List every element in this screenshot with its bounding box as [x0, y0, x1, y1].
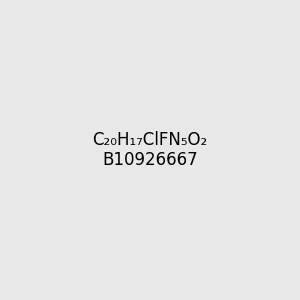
Text: C₂₀H₁₇ClFN₅O₂
B10926667: C₂₀H₁₇ClFN₅O₂ B10926667: [92, 130, 208, 170]
